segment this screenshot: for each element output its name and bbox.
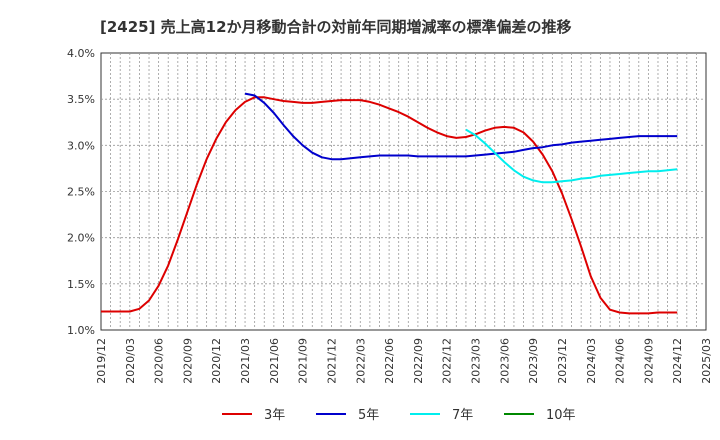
x-tick-label: 2024/09: [642, 338, 655, 384]
legend-label: 3年: [264, 408, 285, 423]
x-tick-label: 2020/09: [181, 338, 194, 384]
x-tick-label: 2022/09: [412, 338, 425, 384]
plot-area: [100, 52, 707, 331]
series-line-3年: [101, 96, 678, 315]
legend-label: 5年: [358, 408, 379, 423]
series-line-7年: [465, 128, 678, 184]
x-tick-label: 2022/03: [354, 338, 367, 384]
x-tick-label: 2021/03: [239, 338, 252, 384]
x-tick-label: 2022/06: [383, 338, 396, 384]
y-tick-label: 2.0%: [67, 232, 95, 245]
y-tick-label: 4.0%: [67, 47, 95, 60]
legend-label: 7年: [452, 408, 473, 423]
x-axis-ticks: 2019/12 2020/03 2020/06 2020/09 2020/12 2021/…: [95, 338, 713, 384]
x-tick-label: 2024/03: [585, 338, 598, 384]
y-tick-label: 3.0%: [67, 139, 95, 152]
x-tick-label: 2020/03: [124, 338, 137, 384]
grid-lines: [101, 53, 706, 330]
x-tick-label: 2024/12: [671, 338, 684, 384]
y-tick-label: 2.5%: [67, 186, 95, 199]
x-tick-label: 2021/09: [297, 338, 310, 384]
y-tick-label: 1.0%: [67, 324, 95, 337]
y-tick-label: 3.5%: [67, 93, 95, 106]
x-tick-label: 2021/12: [325, 338, 338, 384]
y-axis-ticks: 1.0% 1.5% 2.0% 2.5% 3.0% 3.5% 4.0%: [67, 47, 95, 337]
x-tick-label: 2019/12: [95, 338, 108, 384]
x-tick-label: 2023/09: [527, 338, 540, 384]
chart-title: [2425] 売上高12か月移動合計の対前年同期増減率の標準偏差の推移: [100, 18, 572, 36]
x-tick-label: 2025/03: [700, 338, 713, 384]
x-tick-label: 2021/06: [268, 338, 281, 384]
x-tick-label: 2020/12: [210, 338, 223, 384]
x-tick-label: 2023/12: [556, 338, 569, 384]
legend: 3年 5年 7年 10年: [222, 408, 576, 423]
series-line-5年: [244, 92, 678, 161]
y-tick-label: 1.5%: [67, 278, 95, 291]
x-tick-label: 2024/06: [614, 338, 627, 384]
x-tick-label: 2020/06: [153, 338, 166, 384]
x-tick-label: 2023/03: [470, 338, 483, 384]
x-tick-label: 2022/12: [441, 338, 454, 384]
x-tick-label: 2023/06: [498, 338, 511, 384]
series-lines: [101, 92, 678, 315]
legend-label: 10年: [546, 408, 576, 423]
